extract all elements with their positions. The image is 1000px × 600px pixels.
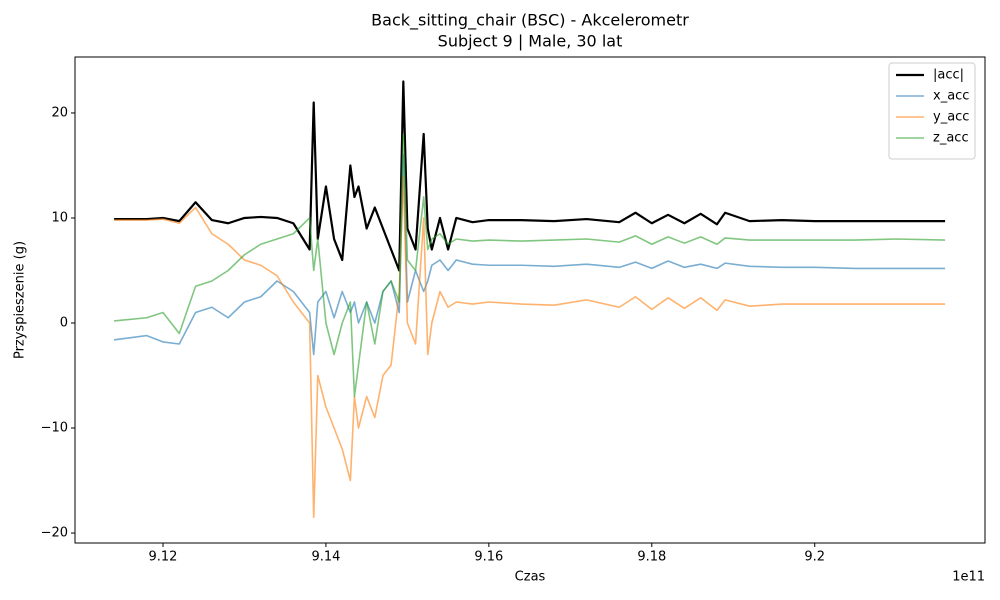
x-tick-label: 9.18 <box>637 550 666 565</box>
y-tick-label: −20 <box>41 526 68 541</box>
legend-label: y_acc <box>933 110 969 125</box>
chart-subtitle: Subject 9 | Male, 30 lat <box>438 32 623 51</box>
y-tick-label: 0 <box>60 315 68 330</box>
y-tick-label: 10 <box>51 210 68 225</box>
x-offset-label: 1e11 <box>952 570 985 585</box>
series-line <box>114 80 946 272</box>
axes-frame <box>74 56 986 544</box>
y-tick-label: 20 <box>51 105 68 120</box>
series-line <box>114 133 946 398</box>
x-tick-label: 9.16 <box>474 550 503 565</box>
legend-label: z_acc <box>933 131 969 146</box>
x-tick-label: 9.14 <box>311 550 340 565</box>
x-tick-label: 9.12 <box>149 550 178 565</box>
legend-label: |acc| <box>933 68 964 83</box>
y-axis-label: Przyspieszenie (g) <box>13 241 28 359</box>
y-tick-label: −10 <box>41 421 68 436</box>
legend-label: x_acc <box>933 89 969 104</box>
x-tick-label: 9.2 <box>804 550 825 565</box>
series-line <box>114 175 946 519</box>
x-axis-label: Czas <box>515 570 546 585</box>
legend-box <box>888 62 976 160</box>
chart-title: Back_sitting_chair (BSC) - Akcelerometr <box>371 11 689 31</box>
